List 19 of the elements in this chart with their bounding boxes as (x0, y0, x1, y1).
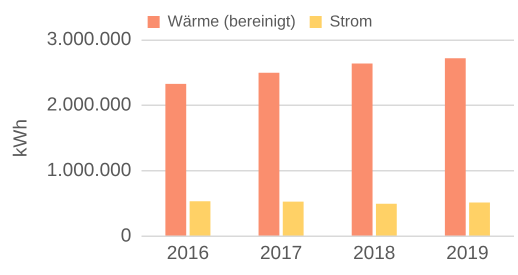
bar (444, 58, 466, 236)
legend-label: Strom (330, 13, 372, 30)
bar (352, 64, 373, 236)
x-tick-label: 2018 (353, 242, 396, 264)
y-tick-label: 2.000.000 (46, 94, 132, 116)
bar (282, 202, 304, 236)
y-axis-title: kWh (10, 119, 32, 158)
bar (190, 201, 210, 236)
bar (165, 84, 186, 236)
bar (469, 202, 490, 236)
x-tick-label: 2017 (260, 242, 302, 264)
bar (258, 72, 280, 236)
bar (376, 204, 397, 236)
x-tick-label: 2016 (166, 242, 210, 264)
y-tick-label: 1.000.000 (46, 160, 132, 182)
y-tick-label: 3.000.000 (46, 29, 132, 50)
x-tick-label: 2019 (446, 242, 489, 264)
y-tick-label: 0 (120, 225, 132, 246)
legend-label: Wärme (bereinigt) (168, 13, 296, 30)
